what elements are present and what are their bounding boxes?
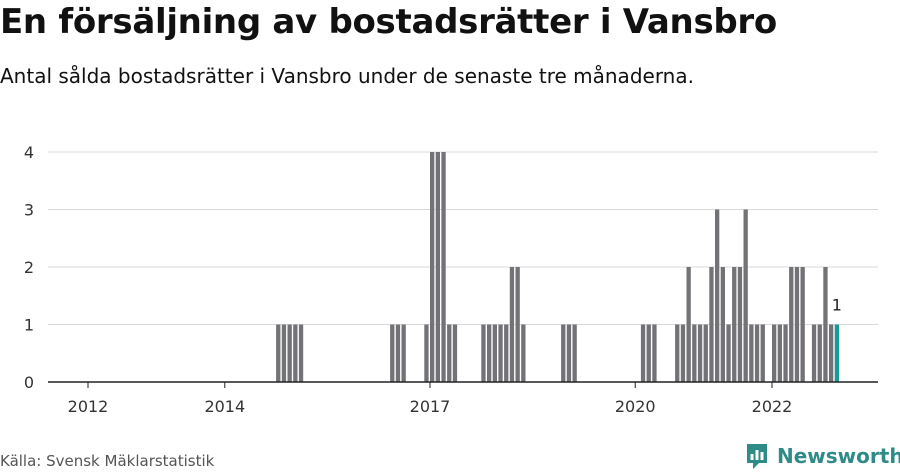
y-tick-label: 1: [24, 316, 34, 335]
x-tick-label: 2020: [615, 397, 656, 416]
source-note: Källa: Svensk Mäklarstatistik: [0, 452, 215, 470]
y-tick-label: 2: [24, 258, 34, 277]
bar[interactable]: [817, 324, 822, 383]
bar[interactable]: [709, 267, 714, 382]
bar[interactable]: [823, 267, 828, 382]
bar[interactable]: [789, 267, 794, 382]
bar[interactable]: [498, 324, 503, 383]
bar[interactable]: [521, 324, 526, 383]
bar[interactable]: [276, 324, 281, 383]
bar[interactable]: [675, 324, 680, 383]
bar[interactable]: [441, 152, 446, 382]
y-tick-label: 0: [24, 373, 34, 392]
bar[interactable]: [772, 324, 777, 383]
bar[interactable]: [703, 324, 708, 383]
bar[interactable]: [509, 267, 515, 382]
bar[interactable]: [726, 324, 731, 383]
bar[interactable]: [652, 324, 657, 383]
bar[interactable]: [743, 209, 748, 383]
bar[interactable]: [435, 152, 440, 382]
bar[interactable]: [298, 324, 304, 383]
bar[interactable]: [760, 324, 765, 383]
bar[interactable]: [424, 324, 429, 383]
bar[interactable]: [447, 324, 452, 383]
newsworthy-logo-icon: [747, 444, 767, 469]
bar[interactable]: [481, 324, 486, 383]
bar[interactable]: [732, 267, 737, 382]
bar[interactable]: [452, 324, 458, 383]
x-tick-label: 2014: [204, 397, 245, 416]
bar[interactable]: [515, 267, 520, 382]
bar[interactable]: [293, 324, 298, 383]
bar[interactable]: [794, 267, 800, 382]
y-tick-label: 3: [24, 201, 34, 220]
bar[interactable]: [390, 324, 395, 383]
bar[interactable]: [800, 267, 805, 382]
bar[interactable]: [697, 324, 703, 383]
bar[interactable]: [487, 324, 492, 383]
x-tick-label: 2022: [752, 397, 793, 416]
bar[interactable]: [281, 324, 287, 383]
bar[interactable]: [287, 324, 292, 383]
bar[interactable]: [686, 267, 691, 382]
chart-subtitle: Antal sålda bostadsrätter i Vansbro unde…: [0, 64, 694, 88]
bar[interactable]: [566, 324, 572, 383]
bar[interactable]: [737, 267, 743, 382]
bar[interactable]: [783, 324, 788, 383]
bar[interactable]: [754, 324, 760, 383]
bar[interactable]: [561, 324, 566, 383]
bar[interactable]: [430, 152, 435, 382]
bar[interactable]: [720, 267, 725, 382]
bar[interactable]: [401, 324, 406, 383]
bar[interactable]: [749, 324, 754, 383]
x-tick-label: 2017: [410, 397, 451, 416]
newsworthy-brand[interactable]: Newsworthy: [745, 442, 900, 470]
bar[interactable]: [504, 324, 509, 383]
bar[interactable]: [692, 324, 697, 383]
data-label: 1: [832, 296, 842, 315]
bar-highlight[interactable]: [834, 324, 839, 383]
bar[interactable]: [829, 324, 834, 383]
bar[interactable]: [492, 324, 497, 383]
bar[interactable]: [680, 324, 686, 383]
bar[interactable]: [777, 324, 782, 383]
bar[interactable]: [640, 324, 646, 383]
x-tick-label: 2012: [68, 397, 109, 416]
bar[interactable]: [715, 209, 720, 383]
bar[interactable]: [572, 324, 577, 383]
bar[interactable]: [646, 324, 651, 383]
brand-name: Newsworthy: [777, 444, 900, 468]
chart-title: En försäljning av bostadsrätter i Vansbr…: [0, 2, 777, 42]
bar[interactable]: [811, 324, 817, 383]
bar[interactable]: [395, 324, 401, 383]
y-tick-label: 4: [24, 143, 34, 162]
